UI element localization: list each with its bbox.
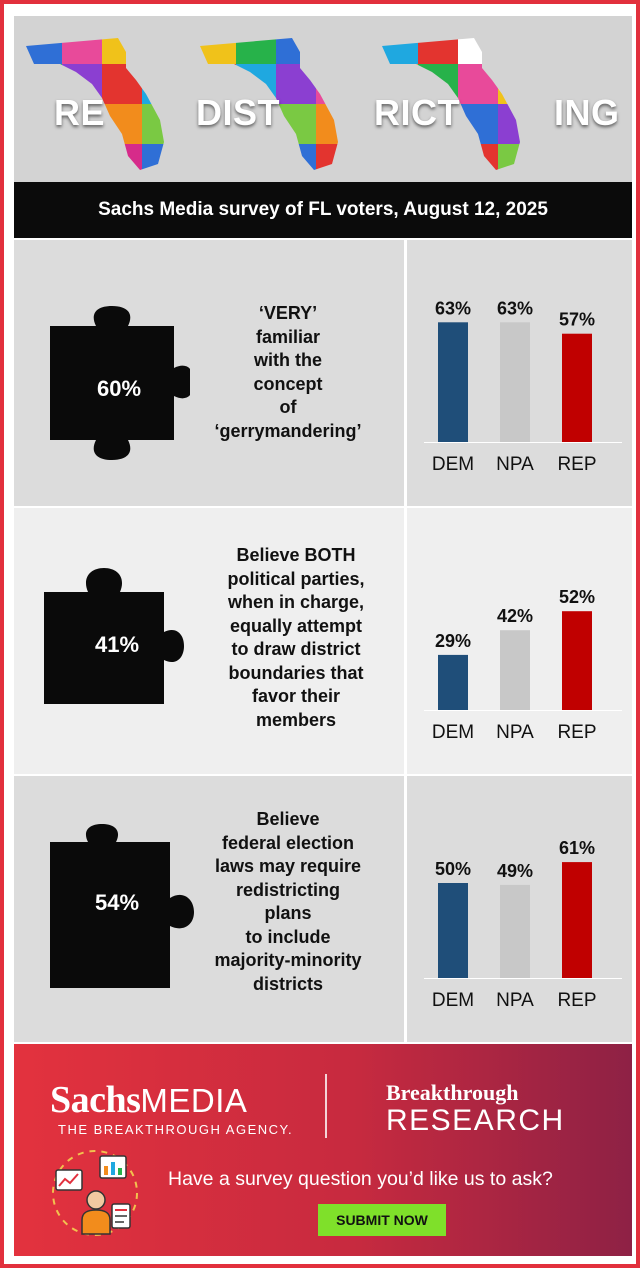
bar-dem (438, 883, 468, 978)
cta-text: Have a survey question you’d like us to … (168, 1168, 553, 1190)
logo-divider (325, 1074, 327, 1138)
survey-subtitle: Sachs Media survey of FL voters, August … (14, 182, 632, 238)
title-banner: RE DIST RICT ING (14, 16, 632, 182)
florida-puzzle-map-icon (200, 38, 338, 170)
bar-value-label: 63% (435, 298, 471, 318)
footer-banner: SachsMEDIA THE BREAKTHROUGH AGENCY. Brea… (14, 1044, 632, 1256)
question-text: Believe federal election laws may requir… (214, 809, 362, 994)
title-word: RE (54, 92, 106, 133)
category-label: REP (557, 990, 596, 1011)
florida-puzzle-map-icon (26, 38, 164, 170)
overall-percent: 41% (94, 632, 140, 657)
category-label: NPA (496, 454, 534, 475)
question-panel: 41% Believe BOTH political parties, when… (14, 508, 632, 774)
category-label: NPA (496, 722, 534, 743)
survey-icon (52, 1150, 138, 1236)
panel-divider (404, 508, 407, 774)
party-bar-chart: 50% DEM 49% NPA 61% REP (424, 838, 622, 1011)
breakthrough-logo-bottom: RESEARCH (386, 1104, 565, 1137)
submit-now-button[interactable]: SUBMIT NOW (318, 1204, 446, 1236)
bar-value-label: 50% (435, 859, 471, 879)
bar-value-label: 49% (497, 861, 533, 881)
panel-divider (404, 776, 407, 1042)
bar-value-label: 42% (497, 606, 533, 626)
logo-light-text: MEDIA (140, 1082, 248, 1119)
title-word: RICT (374, 92, 460, 133)
bar-rep (562, 333, 592, 442)
category-label: DEM (432, 454, 474, 475)
bar-value-label: 61% (559, 838, 595, 858)
bar-rep (562, 862, 592, 978)
bar-value-label: 29% (435, 631, 471, 651)
category-label: NPA (496, 990, 534, 1011)
bar-npa (500, 322, 530, 442)
bar-value-label: 63% (497, 298, 533, 318)
sachs-media-logo: SachsMEDIA (50, 1078, 247, 1122)
category-label: REP (557, 454, 596, 475)
bar-value-label: 52% (559, 587, 595, 607)
question-panel: 54% Believe federal election laws may re… (14, 776, 632, 1042)
panel-divider (404, 240, 407, 506)
bar-dem (438, 322, 468, 442)
overall-percent: 60% (96, 376, 142, 401)
logo-tagline: THE BREAKTHROUGH AGENCY. (58, 1122, 294, 1137)
bar-npa (500, 884, 530, 978)
puzzle-piece-icon (50, 824, 194, 988)
party-bar-chart: 63% DEM 63% NPA 57% REP (424, 298, 622, 475)
question-text: Believe BOTH political parties, when in … (227, 545, 365, 730)
overall-percent: 54% (94, 890, 140, 915)
breakthrough-logo-top: Breakthrough (386, 1080, 519, 1105)
puzzle-piece-icon (50, 306, 190, 460)
question-text: ‘VERY’ familiar with the concept of ‘ger… (214, 303, 362, 441)
title-word: DIST (196, 92, 281, 133)
category-label: DEM (432, 990, 474, 1011)
category-label: DEM (432, 722, 474, 743)
bar-npa (500, 630, 530, 710)
bar-value-label: 57% (559, 310, 595, 330)
logo-bold-text: Sachs (50, 1079, 141, 1121)
puzzle-piece-icon (44, 568, 184, 704)
title-word: ING (554, 92, 620, 133)
party-bar-chart: 29% DEM 42% NPA 52% REP (424, 587, 622, 743)
question-panel: 60% ‘VERY’ familiar with the concept of … (14, 240, 632, 506)
category-label: REP (557, 722, 596, 743)
florida-puzzle-map-icon (382, 38, 520, 170)
bar-dem (438, 654, 468, 710)
bar-rep (562, 611, 592, 710)
